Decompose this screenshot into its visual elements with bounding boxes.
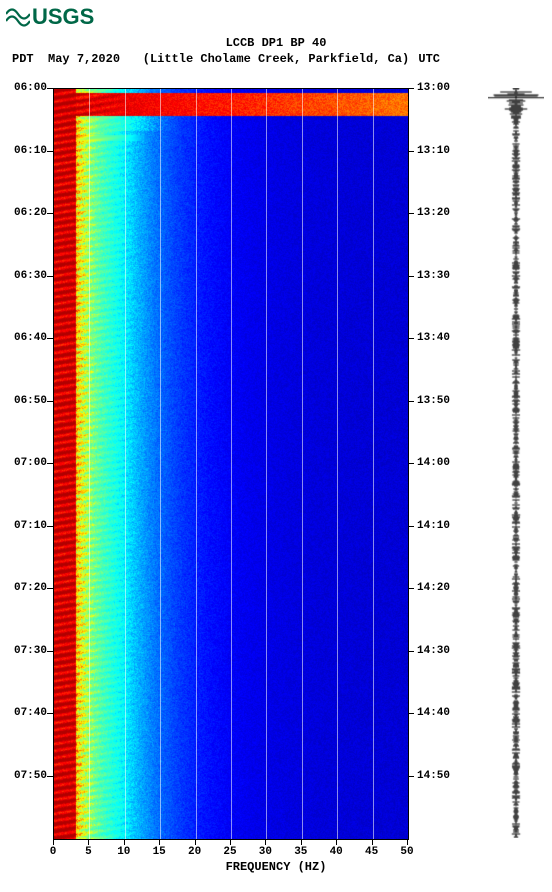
x-tick-label: 40 xyxy=(330,846,343,858)
y-tick xyxy=(408,651,414,652)
x-tick xyxy=(124,839,125,845)
waveform-panel xyxy=(488,88,544,838)
x-axis-title: FREQUENCY (HZ) xyxy=(0,860,552,874)
y-label-right: 13:50 xyxy=(417,395,450,407)
x-tick xyxy=(336,839,337,845)
y-label-left: 07:50 xyxy=(3,770,47,782)
y-label-left: 07:40 xyxy=(3,707,47,719)
y-tick xyxy=(408,338,414,339)
y-tick xyxy=(408,88,414,89)
x-tick-label: 25 xyxy=(223,846,236,858)
location-title: (Little Cholame Creek, Parkfield, Ca) xyxy=(0,52,552,66)
y-label-left: 06:50 xyxy=(3,395,47,407)
y-tick xyxy=(408,401,414,402)
y-label-right: 14:30 xyxy=(417,645,450,657)
y-label-right: 13:10 xyxy=(417,145,450,157)
y-tick xyxy=(408,526,414,527)
x-tick-label: 45 xyxy=(365,846,378,858)
x-tick-label: 35 xyxy=(294,846,307,858)
x-tick-label: 50 xyxy=(400,846,413,858)
x-tick-label: 10 xyxy=(117,846,130,858)
usgs-wave-icon xyxy=(6,7,30,27)
y-tick xyxy=(408,713,414,714)
y-label-left: 07:00 xyxy=(3,457,47,469)
y-tick xyxy=(47,151,53,152)
y-tick xyxy=(408,776,414,777)
x-tick-label: 5 xyxy=(85,846,92,858)
spectrogram-plot xyxy=(53,88,409,840)
y-tick xyxy=(47,401,53,402)
y-tick xyxy=(47,463,53,464)
y-label-left: 06:00 xyxy=(3,82,47,94)
stage: USGS LCCB DP1 BP 40 PDT May 7,2020 (Litt… xyxy=(0,0,552,892)
y-tick xyxy=(47,213,53,214)
y-tick xyxy=(47,776,53,777)
y-label-right: 13:30 xyxy=(417,270,450,282)
y-label-right: 13:40 xyxy=(417,332,450,344)
x-tick-label: 0 xyxy=(50,846,57,858)
gridlines xyxy=(54,89,408,839)
x-tick-label: 15 xyxy=(153,846,166,858)
x-tick xyxy=(159,839,160,845)
y-tick xyxy=(47,713,53,714)
usgs-text: USGS xyxy=(32,4,94,30)
x-tick xyxy=(53,839,54,845)
y-label-right: 14:20 xyxy=(417,582,450,594)
usgs-logo: USGS xyxy=(6,4,94,30)
y-label-right: 14:40 xyxy=(417,707,450,719)
x-tick xyxy=(407,839,408,845)
y-label-right: 13:20 xyxy=(417,207,450,219)
y-tick xyxy=(47,651,53,652)
y-tick xyxy=(408,276,414,277)
y-label-left: 07:20 xyxy=(3,582,47,594)
y-tick xyxy=(47,588,53,589)
x-tick-label: 20 xyxy=(188,846,201,858)
x-tick xyxy=(195,839,196,845)
y-tick xyxy=(408,213,414,214)
y-label-right: 14:50 xyxy=(417,770,450,782)
x-tick xyxy=(88,839,89,845)
y-tick xyxy=(408,588,414,589)
x-tick xyxy=(301,839,302,845)
waveform-canvas xyxy=(488,88,544,838)
station-title: LCCB DP1 BP 40 xyxy=(0,36,552,50)
y-label-left: 06:40 xyxy=(3,332,47,344)
y-label-left: 06:30 xyxy=(3,270,47,282)
y-label-left: 07:10 xyxy=(3,520,47,532)
x-tick xyxy=(372,839,373,845)
tz-right: UTC xyxy=(418,52,440,66)
y-label-left: 06:20 xyxy=(3,207,47,219)
y-tick xyxy=(408,151,414,152)
x-tick xyxy=(265,839,266,845)
y-tick xyxy=(47,338,53,339)
y-tick xyxy=(47,88,53,89)
y-tick xyxy=(47,276,53,277)
y-tick xyxy=(47,526,53,527)
y-label-right: 13:00 xyxy=(417,82,450,94)
y-label-right: 14:00 xyxy=(417,457,450,469)
y-label-left: 07:30 xyxy=(3,645,47,657)
y-tick xyxy=(408,463,414,464)
x-tick xyxy=(230,839,231,845)
y-label-right: 14:10 xyxy=(417,520,450,532)
x-tick-label: 30 xyxy=(259,846,272,858)
y-label-left: 06:10 xyxy=(3,145,47,157)
